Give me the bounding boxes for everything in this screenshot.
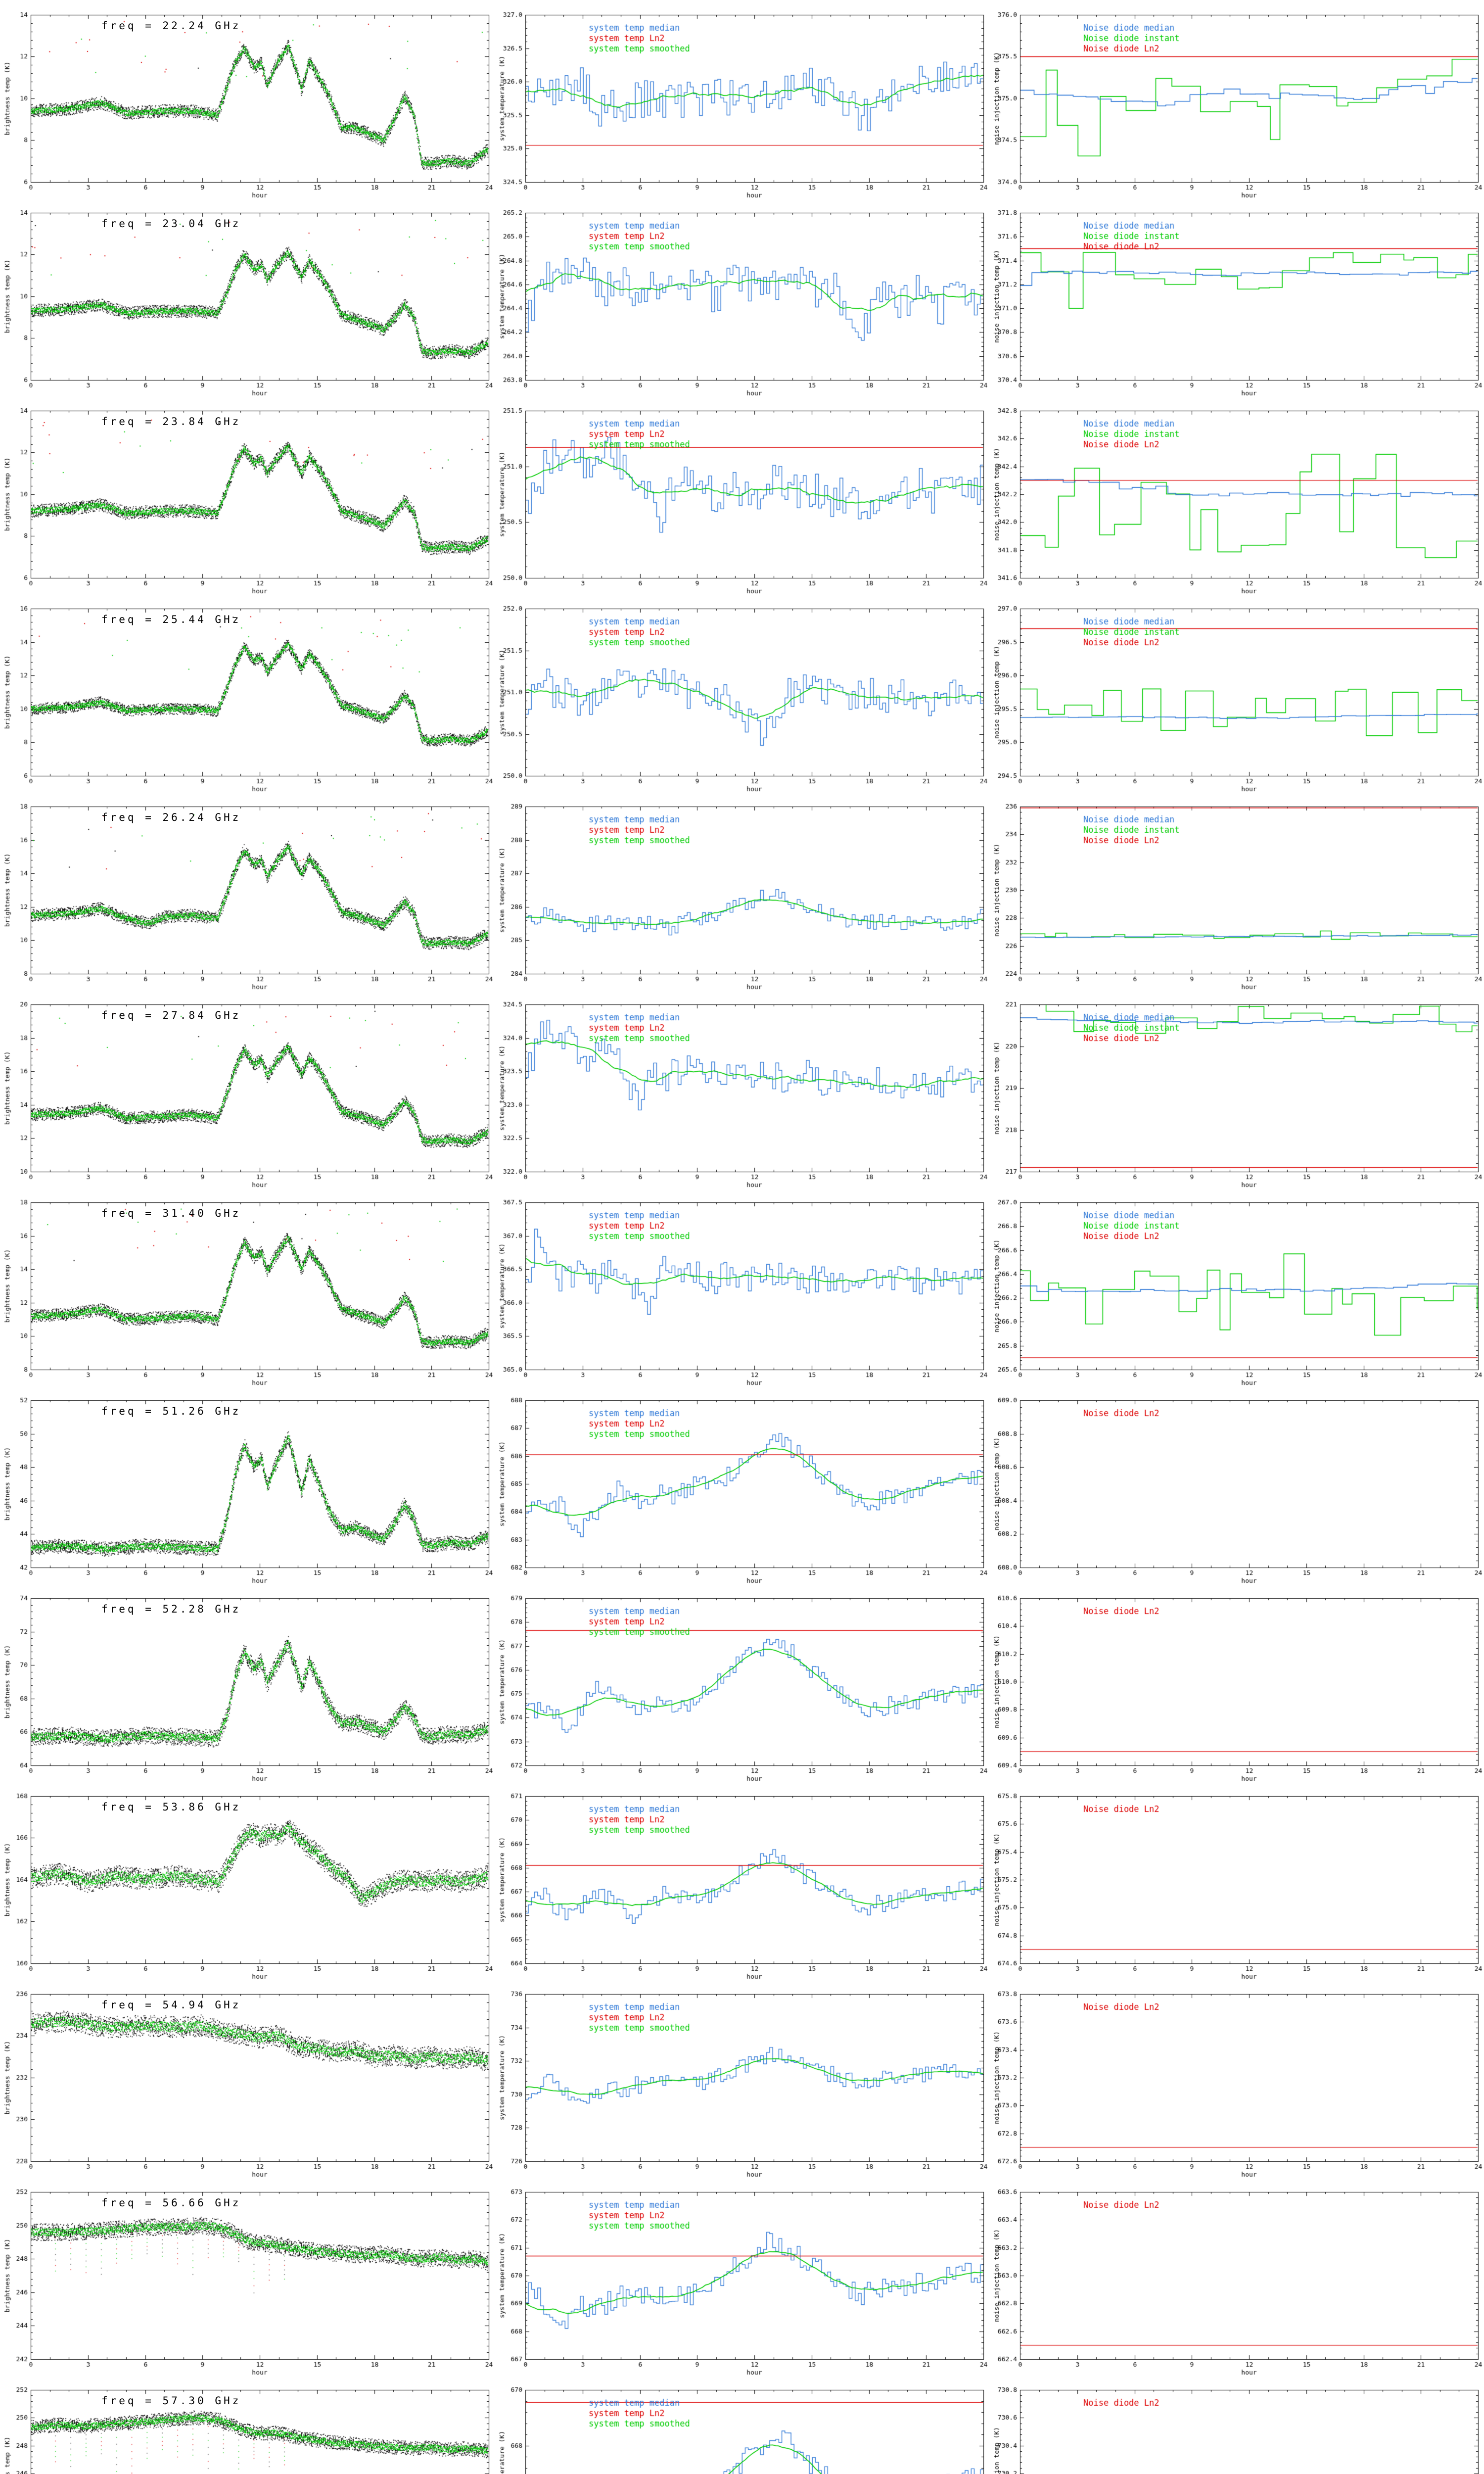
cell-row7-middle <box>495 1188 989 1385</box>
middle-plot-row1 <box>495 0 989 198</box>
left-plot-row4 <box>0 594 495 792</box>
left-plot-row7 <box>0 1188 495 1385</box>
left-plot-row6 <box>0 990 495 1188</box>
cell-row8-middle <box>495 1385 989 1583</box>
middle-plot-row4 <box>495 594 989 792</box>
middle-plot-row8 <box>495 1385 989 1583</box>
cell-row13-left: freq = 57.30 GHz <box>0 2375 495 2474</box>
cell-row12-left: freq = 56.66 GHz <box>0 2177 495 2375</box>
middle-plot-row2 <box>495 198 989 396</box>
middle-plot-row9 <box>495 1583 989 1781</box>
right-plot-row4 <box>989 594 1484 792</box>
freq-label-row5: freq = 26.24 GHz <box>101 811 241 823</box>
cell-row10-middle <box>495 1781 989 1979</box>
freq-label-row12: freq = 56.66 GHz <box>101 2197 241 2209</box>
right-plot-row9 <box>989 1583 1484 1781</box>
cell-row1-middle <box>495 0 989 198</box>
cell-row1-right <box>989 0 1484 198</box>
left-plot-row12 <box>0 2177 495 2375</box>
cell-row3-left: freq = 23.84 GHz <box>0 396 495 594</box>
middle-plot-row3 <box>495 396 989 594</box>
cell-row8-left: freq = 51.26 GHz <box>0 1385 495 1583</box>
cell-row12-middle <box>495 2177 989 2375</box>
cell-row3-middle <box>495 396 989 594</box>
right-plot-row7 <box>989 1188 1484 1385</box>
right-plot-row2 <box>989 198 1484 396</box>
cell-row6-left: freq = 27.84 GHz <box>0 990 495 1188</box>
cell-row11-middle <box>495 1979 989 2177</box>
middle-plot-row5 <box>495 792 989 990</box>
cell-row9-right <box>989 1583 1484 1781</box>
left-plot-row9 <box>0 1583 495 1781</box>
cell-row5-middle <box>495 792 989 990</box>
middle-plot-row13 <box>495 2375 989 2474</box>
left-plot-row11 <box>0 1979 495 2177</box>
right-plot-row6 <box>989 990 1484 1188</box>
cell-row9-middle <box>495 1583 989 1781</box>
freq-label-row6: freq = 27.84 GHz <box>101 1009 241 1021</box>
cell-row3-right <box>989 396 1484 594</box>
cell-row11-left: freq = 54.94 GHz <box>0 1979 495 2177</box>
freq-label-row2: freq = 23.04 GHz <box>101 218 241 230</box>
cell-row5-right <box>989 792 1484 990</box>
middle-plot-row11 <box>495 1979 989 2177</box>
cell-row8-right <box>989 1385 1484 1583</box>
cell-row1-left: freq = 22.24 GHz <box>0 0 495 198</box>
cell-row5-left: freq = 26.24 GHz <box>0 792 495 990</box>
freq-label-row9: freq = 52.28 GHz <box>101 1603 241 1615</box>
right-plot-row5 <box>989 792 1484 990</box>
cell-row10-right <box>989 1781 1484 1979</box>
right-plot-row13 <box>989 2375 1484 2474</box>
cell-row13-right <box>989 2375 1484 2474</box>
freq-label-row11: freq = 54.94 GHz <box>101 1999 241 2011</box>
left-plot-row13 <box>0 2375 495 2474</box>
cell-row12-right <box>989 2177 1484 2375</box>
cell-row10-left: freq = 53.86 GHz <box>0 1781 495 1979</box>
freq-label-row8: freq = 51.26 GHz <box>101 1405 241 1417</box>
cell-row11-right <box>989 1979 1484 2177</box>
cell-row2-right <box>989 198 1484 396</box>
cell-row7-right <box>989 1188 1484 1385</box>
cell-row4-left: freq = 25.44 GHz <box>0 594 495 792</box>
left-plot-row8 <box>0 1385 495 1583</box>
cell-row2-left: freq = 23.04 GHz <box>0 198 495 396</box>
right-plot-row3 <box>989 396 1484 594</box>
freq-label-row1: freq = 22.24 GHz <box>101 20 241 32</box>
freq-label-row4: freq = 25.44 GHz <box>101 614 241 625</box>
freq-label-row13: freq = 57.30 GHz <box>101 2395 241 2407</box>
freq-label-row3: freq = 23.84 GHz <box>101 416 241 428</box>
cell-row9-left: freq = 52.28 GHz <box>0 1583 495 1781</box>
right-plot-row12 <box>989 2177 1484 2375</box>
middle-plot-row12 <box>495 2177 989 2375</box>
middle-plot-row7 <box>495 1188 989 1385</box>
right-plot-row11 <box>989 1979 1484 2177</box>
right-plot-row8 <box>989 1385 1484 1583</box>
freq-label-row7: freq = 31.40 GHz <box>101 1207 241 1219</box>
right-plot-row1 <box>989 0 1484 198</box>
middle-plot-row6 <box>495 990 989 1188</box>
cell-row2-middle <box>495 198 989 396</box>
cell-row6-middle <box>495 990 989 1188</box>
left-plot-row1 <box>0 0 495 198</box>
freq-label-row10: freq = 53.86 GHz <box>101 1801 241 1813</box>
cell-row13-middle <box>495 2375 989 2474</box>
cell-row4-right <box>989 594 1484 792</box>
left-plot-row3 <box>0 396 495 594</box>
cell-row6-right <box>989 990 1484 1188</box>
cell-row4-middle <box>495 594 989 792</box>
left-plot-row2 <box>0 198 495 396</box>
left-plot-row5 <box>0 792 495 990</box>
cell-row7-left: freq = 31.40 GHz <box>0 1188 495 1385</box>
right-plot-row10 <box>989 1781 1484 1979</box>
left-plot-row10 <box>0 1781 495 1979</box>
middle-plot-row10 <box>495 1781 989 1979</box>
